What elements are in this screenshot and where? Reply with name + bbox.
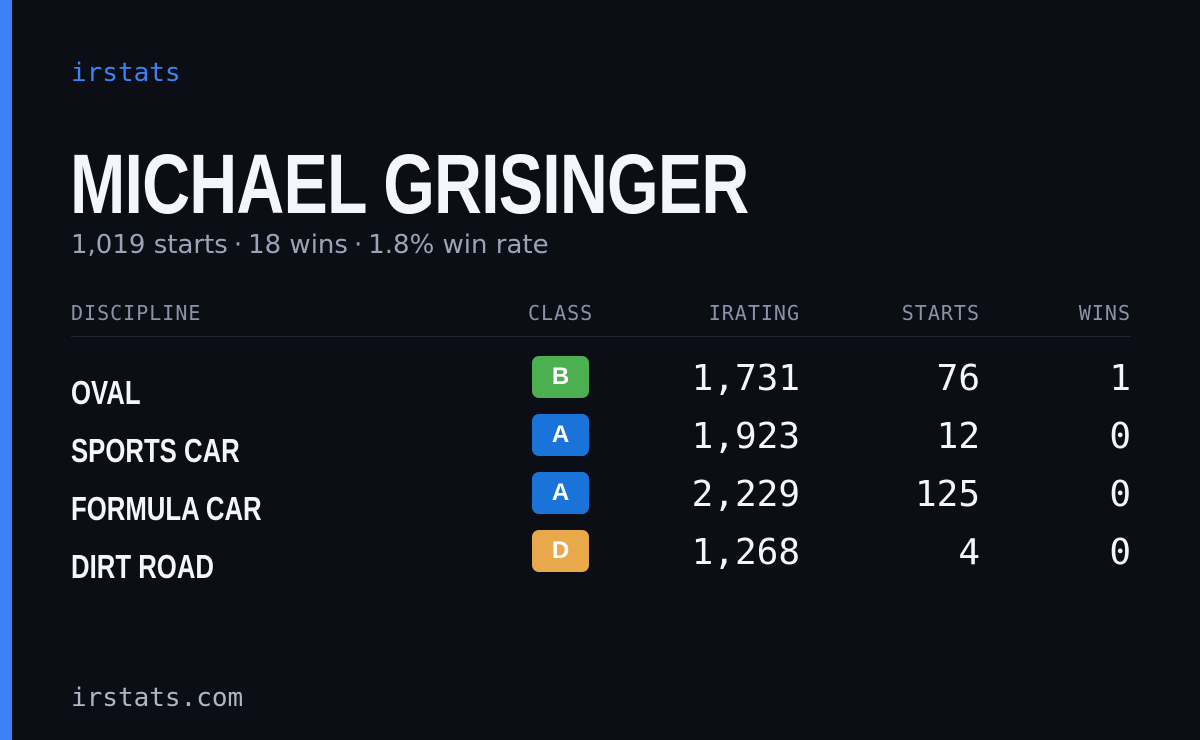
table-row-sports-car: SPORTS CAR A 1,923 12 0 — [71, 412, 1131, 470]
summary-starts: 1,019 starts — [71, 230, 228, 260]
table-row-oval: OVAL B 1,731 76 1 — [71, 354, 1131, 412]
summary-separator: · — [353, 230, 363, 260]
header-divider — [71, 336, 1131, 337]
header-starts: STARTS — [901, 301, 980, 325]
discipline-label: DIRT ROAD — [71, 548, 214, 585]
discipline-label: SPORTS CAR — [71, 432, 240, 469]
class-badge: D — [532, 530, 589, 572]
wins-value: 0 — [1109, 532, 1131, 573]
class-badge: A — [532, 472, 589, 514]
wins-value: 0 — [1109, 474, 1131, 515]
discipline-label: FORMULA CAR — [71, 490, 262, 527]
class-badge: A — [532, 414, 589, 456]
irating-value: 1,731 — [691, 358, 800, 399]
footer-url: irstats.com — [71, 683, 244, 713]
summary-win-rate: 1.8% win rate — [368, 230, 549, 260]
driver-name: MICHAEL GRISINGER — [70, 137, 749, 231]
starts-value: 12 — [936, 416, 980, 457]
table-row-dirt-road: DIRT ROAD D 1,268 4 0 — [71, 528, 1131, 586]
wins-value: 0 — [1109, 416, 1131, 457]
class-badge: B — [532, 356, 589, 398]
header-discipline: DISCIPLINE — [71, 301, 202, 325]
header-wins: WINS — [1078, 301, 1131, 325]
summary-wins: 18 wins — [248, 230, 348, 260]
header-class: CLASS — [528, 301, 594, 325]
wins-value: 1 — [1109, 358, 1131, 399]
header-irating: IRATING — [708, 301, 800, 325]
irating-value: 2,229 — [691, 474, 800, 515]
accent-bar — [0, 0, 12, 740]
discipline-label: OVAL — [71, 374, 141, 411]
starts-value: 125 — [914, 474, 980, 515]
starts-value: 76 — [936, 358, 980, 399]
summary-separator: · — [233, 230, 243, 260]
table-row-formula-car: FORMULA CAR A 2,229 125 0 — [71, 470, 1131, 528]
starts-value: 4 — [958, 532, 980, 573]
irating-value: 1,923 — [691, 416, 800, 457]
driver-summary: 1,019 starts · 18 wins · 1.8% win rate — [71, 228, 549, 262]
irating-value: 1,268 — [691, 532, 800, 573]
brand-logo-text: irstats — [71, 58, 181, 88]
